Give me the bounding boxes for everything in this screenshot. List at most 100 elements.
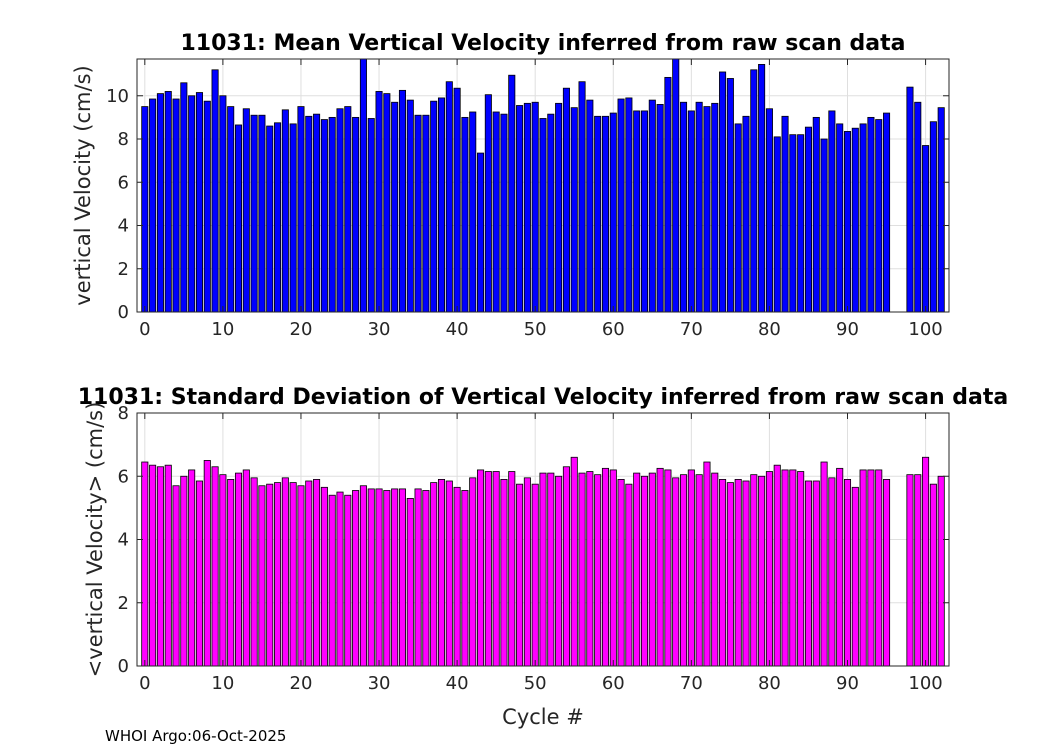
bar-cycle-62 (625, 97, 633, 313)
bar-cycle-87 (820, 138, 828, 313)
bar-cycle-74 (719, 71, 727, 313)
bar-cycle-98 (906, 474, 914, 667)
bar-cycle-54 (562, 87, 570, 313)
bar-cycle-51 (539, 472, 547, 667)
bar-cycle-79 (758, 475, 766, 667)
bar-cycle-3 (164, 91, 172, 313)
bar-cycle-39 (445, 480, 453, 667)
bar-cycle-55 (570, 107, 578, 313)
bar-cycle-74 (719, 479, 727, 667)
bar-cycle-24 (328, 116, 336, 313)
y-axis-label: vertical Velocity (cm/s) (71, 65, 95, 305)
bar-cycle-36 (422, 490, 430, 667)
chart-title: 11031: Mean Vertical Velocity inferred f… (181, 31, 906, 56)
bar-cycle-51 (539, 118, 547, 313)
bar-cycle-12 (234, 124, 243, 313)
bar-cycle-68 (672, 58, 680, 313)
bar-cycle-4 (172, 98, 180, 313)
bar-cycle-32 (391, 101, 399, 313)
bar-cycle-77 (742, 480, 750, 667)
bar-cycle-4 (172, 485, 180, 667)
bar-cycle-101 (929, 483, 937, 667)
bar-cycle-49 (523, 477, 531, 667)
bar-cycle-89 (836, 123, 844, 313)
bar-cycle-71 (695, 474, 703, 667)
bar-cycle-17 (274, 122, 282, 313)
bar-cycle-61 (617, 98, 625, 313)
x-tick-label: 50 (524, 673, 547, 694)
bar-cycle-44 (484, 471, 492, 667)
bar-cycle-50 (531, 101, 539, 313)
bar-cycle-93 (867, 116, 875, 313)
y-tick-label: 2 (118, 593, 129, 614)
bar-cycle-43 (477, 469, 485, 667)
bar-cycle-58 (594, 474, 602, 667)
bar-cycle-84 (797, 134, 805, 313)
bar-cycle-23 (320, 486, 328, 667)
bar-cycle-82 (781, 115, 789, 313)
bar-cycle-8 (203, 100, 211, 313)
bar-cycle-47 (508, 471, 516, 667)
bar-cycle-35 (414, 114, 422, 313)
bar-cycle-26 (344, 494, 352, 667)
y-tick-label: 8 (118, 129, 129, 150)
bar-cycle-34 (406, 99, 414, 313)
bar-cycle-72 (703, 106, 711, 313)
y-tick-label: 6 (118, 172, 129, 193)
bar-cycle-37 (430, 100, 438, 313)
bar-cycle-102 (937, 107, 945, 313)
bar-cycle-35 (414, 488, 422, 667)
bar-cycle-53 (555, 475, 563, 667)
bar-cycle-77 (742, 115, 750, 313)
bar-cycle-46 (500, 479, 508, 667)
bar-cycle-29 (367, 488, 375, 667)
bar-cycle-48 (516, 483, 524, 667)
bar-cycle-14 (250, 477, 258, 667)
bar-cycle-76 (734, 123, 742, 313)
bar-cycle-52 (547, 113, 555, 313)
bar-cycle-89 (836, 467, 844, 667)
bar-cycle-2 (156, 93, 164, 313)
bar-cycle-58 (594, 115, 602, 313)
bar-cycle-99 (914, 474, 922, 667)
bar-cycle-59 (601, 467, 609, 667)
y-tick-label: 8 (118, 403, 129, 424)
bar-cycle-32 (391, 488, 399, 667)
bar-cycle-75 (726, 78, 734, 313)
bar-cycle-31 (383, 93, 391, 313)
bar-cycle-83 (789, 469, 797, 667)
bar-cycle-11 (227, 479, 235, 667)
x-tick-label: 20 (290, 673, 313, 694)
bar-cycle-62 (625, 483, 633, 667)
bar-cycle-91 (851, 127, 859, 313)
bar-cycle-59 (601, 115, 609, 313)
bar-cycle-25 (336, 108, 344, 313)
x-tick-label: 90 (836, 673, 859, 694)
x-tick-label: 100 (908, 673, 942, 694)
axes-frame (136, 58, 950, 313)
bar-cycle-7 (195, 92, 203, 313)
bar-cycle-2 (156, 466, 164, 667)
bar-cycle-56 (578, 472, 586, 667)
x-tick-label: 90 (836, 319, 859, 340)
x-tick-label: 40 (446, 673, 469, 694)
bar-cycle-76 (734, 479, 742, 667)
bar-cycle-100 (922, 145, 930, 313)
bar-cycle-81 (773, 464, 781, 667)
bar-cycle-56 (578, 81, 586, 313)
bar-cycle-73 (711, 102, 719, 313)
bar-cycle-16 (266, 483, 274, 667)
x-tick-label: 60 (602, 673, 625, 694)
bar-cycle-86 (812, 480, 820, 667)
y-tick-label: 0 (118, 656, 129, 677)
bar-cycle-46 (500, 113, 508, 313)
bar-cycle-80 (765, 108, 773, 313)
bar-cycle-81 (773, 136, 781, 313)
y-axis-label: <vertical Velocity> (cm/s) (83, 402, 107, 678)
bar-cycle-24 (328, 494, 336, 667)
bar-cycle-33 (398, 89, 406, 313)
bar-cycle-15 (258, 114, 266, 313)
bar-cycle-13 (242, 469, 250, 667)
bar-cycle-92 (859, 469, 867, 667)
bar-cycle-29 (367, 118, 375, 313)
